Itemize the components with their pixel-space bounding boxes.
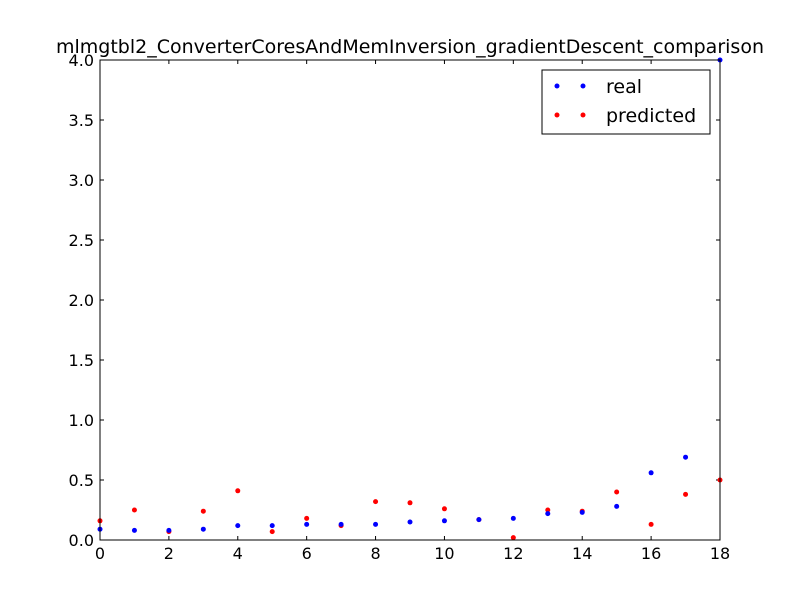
legend-label-real: real — [606, 76, 642, 98]
point-predicted — [683, 491, 689, 497]
point-real — [373, 521, 379, 527]
point-real — [200, 526, 206, 532]
legend-marker-predicted — [580, 112, 586, 118]
point-real — [166, 527, 172, 533]
point-real — [407, 519, 413, 525]
point-real — [579, 509, 585, 515]
x-tick-label: 10 — [434, 544, 454, 563]
plot-area — [100, 60, 720, 540]
point-predicted — [304, 515, 310, 521]
point-real — [131, 527, 137, 533]
point-real — [545, 511, 551, 517]
x-tick-label: 6 — [302, 544, 312, 563]
legend-box — [541, 69, 711, 135]
point-predicted — [441, 506, 447, 512]
point-predicted — [373, 499, 379, 505]
x-tick-label: 12 — [503, 544, 523, 563]
point-real — [235, 523, 241, 529]
point-predicted — [200, 508, 206, 514]
point-real — [683, 454, 689, 460]
point-real — [614, 503, 620, 509]
ticks-layer: 0 2 4 6 8 10 12 14 16 18 0.0 0.5 1.0 1.5 2.0 2.5 3.0 3.5 4… — [69, 51, 731, 563]
x-tick-label: 2 — [164, 544, 174, 563]
legend-marker-predicted — [554, 112, 560, 118]
y-tick-label: 1.0 — [69, 411, 94, 430]
y-tick-label: 0.5 — [69, 471, 94, 490]
point-predicted — [614, 489, 620, 495]
point-real — [476, 517, 482, 523]
legend-marker-real — [580, 83, 586, 89]
y-tick-label: 2.0 — [69, 291, 94, 310]
x-tick-label: 18 — [710, 544, 730, 563]
point-real — [304, 521, 310, 527]
y-tick-label: 0.0 — [69, 531, 94, 550]
point-predicted — [269, 529, 275, 535]
point-predicted — [648, 521, 654, 527]
x-tick-label: 0 — [95, 544, 105, 563]
legend: real predicted — [541, 69, 711, 135]
point-predicted — [235, 488, 241, 494]
y-tick-label: 3.5 — [69, 111, 94, 130]
y-tick-label: 2.5 — [69, 231, 94, 250]
point-real — [648, 470, 654, 476]
x-tick-label: 4 — [233, 544, 243, 563]
x-tick-label: 14 — [572, 544, 592, 563]
point-predicted — [510, 535, 516, 541]
point-predicted — [407, 500, 413, 506]
chart-title: mlmgtbl2_ConverterCoresAndMemInversion_g… — [56, 36, 764, 58]
point-predicted — [545, 507, 551, 513]
legend-marker-real — [554, 83, 560, 89]
point-real — [510, 515, 516, 521]
point-real — [269, 523, 275, 529]
y-tick-label: 3.0 — [69, 171, 94, 190]
point-predicted — [131, 507, 137, 513]
legend-label-predicted: predicted — [606, 105, 696, 127]
plot-frame — [99, 59, 721, 541]
point-real — [338, 521, 344, 527]
point-real — [441, 518, 447, 524]
y-tick-label: 4.0 — [69, 51, 94, 70]
x-tick-label: 16 — [641, 544, 661, 563]
y-tick-label: 1.5 — [69, 351, 94, 370]
points-layer — [97, 57, 723, 541]
x-tick-label: 8 — [370, 544, 380, 563]
